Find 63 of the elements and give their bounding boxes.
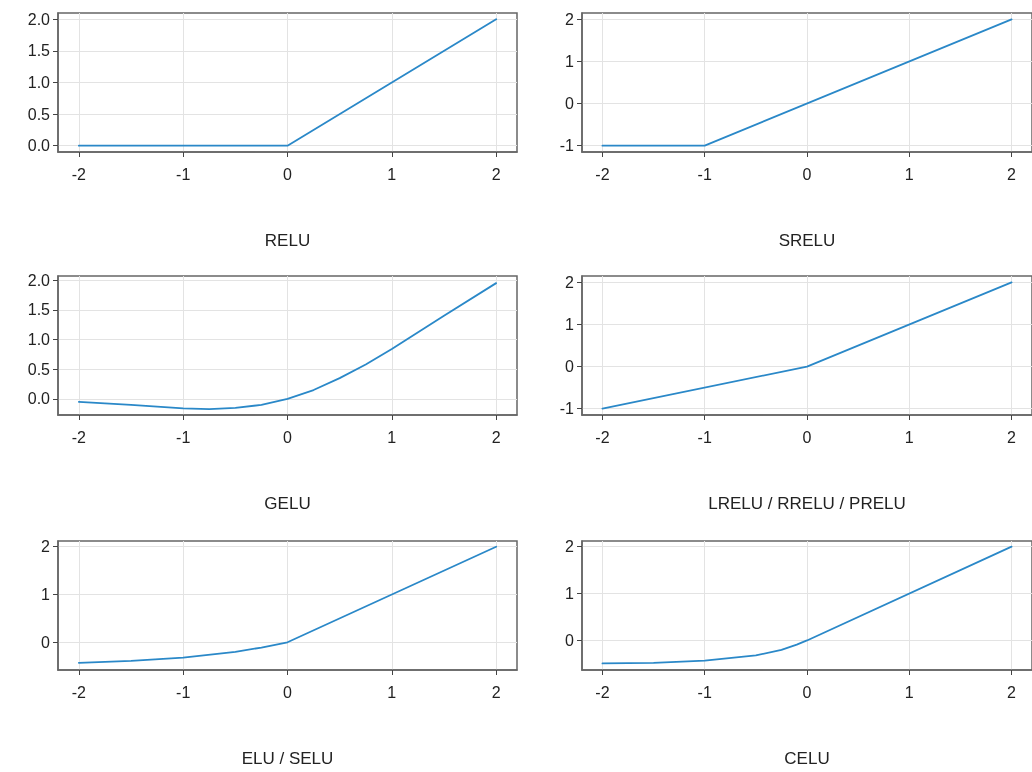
x-axis-title: ELU / SELU	[241, 749, 334, 768]
x-axis-title: LRELU / RRELU / PRELU	[708, 494, 906, 513]
x-tick-label: 1	[387, 428, 397, 446]
x-tick-label: 2	[491, 428, 501, 446]
x-tick-label: -2	[595, 428, 610, 446]
x-axis-title: GELU	[264, 494, 311, 513]
line-series	[77, 545, 498, 664]
y-tick-label: -1	[559, 400, 575, 418]
x-tick-label: 0	[283, 683, 293, 701]
y-tick-label: 0	[565, 631, 575, 649]
x-tick-label: -2	[71, 165, 87, 183]
x-tick-label: 0	[283, 165, 293, 183]
x-tick-label: -1	[697, 428, 712, 446]
x-tick-label: -1	[176, 428, 191, 446]
y-tick-label: 1	[565, 315, 575, 333]
x-tick-label: -1	[697, 683, 712, 701]
y-tick-label: 0.0	[27, 137, 51, 155]
y-tick-label: 1.5	[27, 42, 51, 60]
y-tick-label: 2.0	[27, 271, 51, 289]
y-tick-label: 0	[565, 95, 575, 113]
y-tick-label: 2	[565, 538, 575, 556]
x-axis-title: SRELU	[778, 231, 836, 250]
y-tick-label: 1	[565, 585, 575, 603]
y-tick-label: 0.0	[27, 390, 51, 408]
y-tick-label: 0	[565, 358, 575, 376]
y-tick-label: 1	[565, 52, 575, 70]
x-tick-label: 2	[491, 683, 501, 701]
y-tick-label: 1.0	[27, 74, 51, 91]
x-axis-title: CELU	[784, 749, 830, 768]
x-tick-label: 2	[1007, 165, 1017, 183]
x-tick-label: -2	[71, 683, 87, 701]
y-tick-label: 0	[41, 633, 51, 651]
line-series	[601, 545, 1013, 665]
x-tick-label: -2	[595, 683, 610, 701]
x-tick-label: -2	[595, 165, 610, 183]
y-tick-label: 0.5	[27, 360, 51, 378]
x-tick-label: 0	[802, 683, 812, 701]
x-tick-label: 2	[1007, 683, 1017, 701]
x-tick-label: 1	[387, 683, 397, 701]
y-tick-label: 0.5	[27, 105, 51, 123]
y-tick-label: 2	[565, 10, 575, 28]
x-axis-title: RELU	[264, 231, 311, 250]
x-tick-label: -1	[697, 165, 712, 183]
x-tick-label: 2	[491, 165, 501, 183]
y-tick-label: 1.5	[27, 301, 51, 319]
y-tick-label: -1	[559, 137, 575, 155]
x-tick-label: 0	[802, 428, 812, 446]
x-tick-label: -1	[176, 683, 191, 701]
x-tick-label: 0	[802, 165, 812, 183]
y-tick-label: 1.0	[27, 331, 51, 349]
y-tick-label: 2.0	[27, 10, 51, 28]
x-tick-label: 0	[283, 428, 293, 446]
x-tick-label: 1	[904, 428, 914, 446]
x-tick-label: -1	[176, 165, 191, 183]
y-tick-label: 2	[41, 538, 51, 556]
x-tick-label: 1	[904, 683, 914, 701]
x-tick-label: 1	[387, 165, 397, 183]
x-tick-label: -2	[71, 428, 87, 446]
line-series	[77, 282, 498, 410]
y-tick-label: 1	[41, 586, 51, 604]
x-tick-label: 2	[1007, 428, 1017, 446]
y-tick-label: 2	[565, 273, 575, 291]
x-tick-label: 1	[904, 165, 914, 183]
